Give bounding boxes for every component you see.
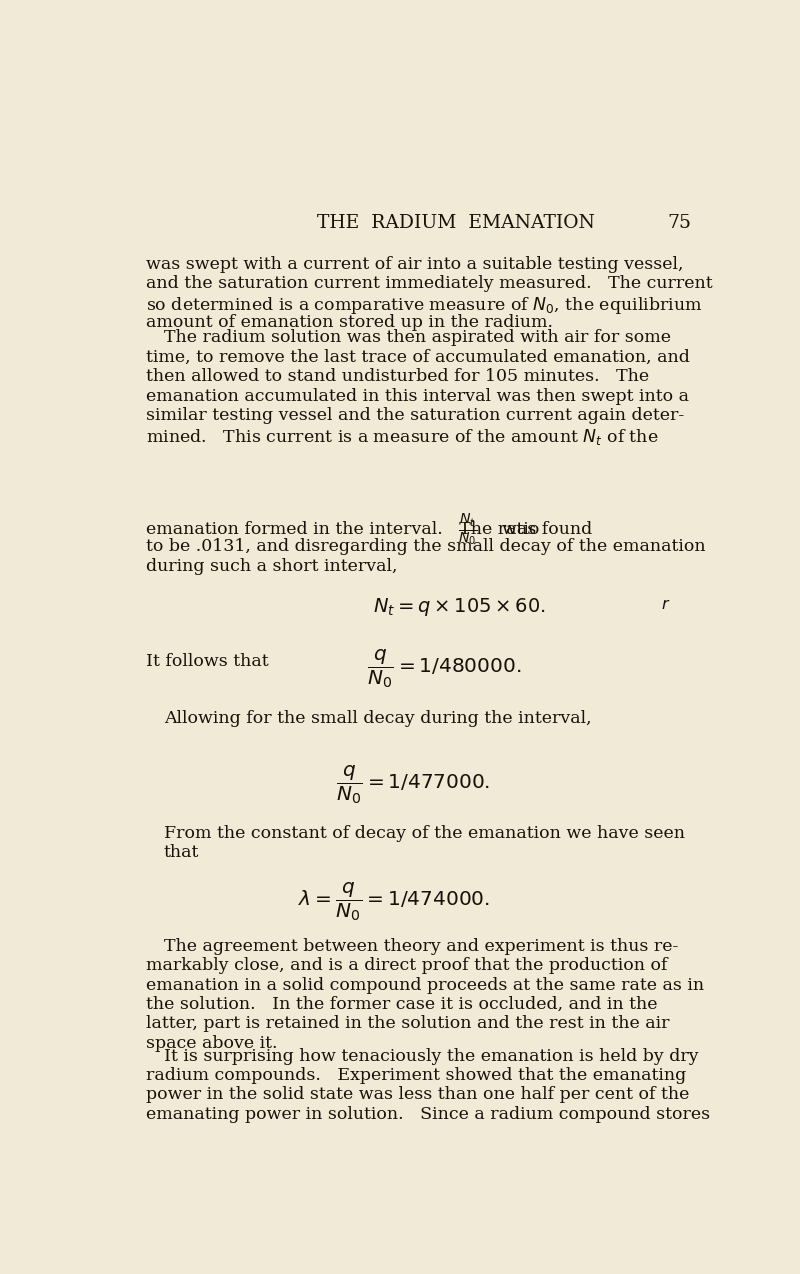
- Text: similar testing vessel and the saturation current again deter-: similar testing vessel and the saturatio…: [146, 408, 685, 424]
- Text: space above it.: space above it.: [146, 1034, 278, 1052]
- Text: during such a short interval,: during such a short interval,: [146, 558, 398, 575]
- Text: markably close, and is a direct proof that the production of: markably close, and is a direct proof th…: [146, 957, 668, 975]
- Text: $\dfrac{q}{N_0} = 1/477000.$: $\dfrac{q}{N_0} = 1/477000.$: [336, 763, 490, 805]
- Text: was found: was found: [502, 521, 592, 538]
- Text: emanation formed in the interval.   The ratio: emanation formed in the interval. The ra…: [146, 521, 540, 538]
- Text: that: that: [164, 845, 199, 861]
- Text: amount of emanation stored up in the radium.: amount of emanation stored up in the rad…: [146, 315, 554, 331]
- Text: and the saturation current immediately measured.   The current: and the saturation current immediately m…: [146, 275, 713, 292]
- Text: power in the solid state was less than one half per cent of the: power in the solid state was less than o…: [146, 1087, 690, 1103]
- Text: It is surprising how tenaciously the emanation is held by dry: It is surprising how tenaciously the ema…: [164, 1047, 698, 1065]
- Text: emanation in a solid compound proceeds at the same rate as in: emanation in a solid compound proceeds a…: [146, 976, 705, 994]
- Text: was swept with a current of air into a suitable testing vessel,: was swept with a current of air into a s…: [146, 256, 684, 273]
- Text: $\dfrac{q}{N_0} = 1/480000.$: $\dfrac{q}{N_0} = 1/480000.$: [366, 647, 521, 691]
- Text: latter, part is retained in the solution and the rest in the air: latter, part is retained in the solution…: [146, 1015, 670, 1032]
- Text: emanation accumulated in this interval was then swept into a: emanation accumulated in this interval w…: [146, 387, 690, 405]
- Text: radium compounds.   Experiment showed that the emanating: radium compounds. Experiment showed that…: [146, 1066, 686, 1084]
- Text: 75: 75: [667, 214, 691, 232]
- Text: The agreement between theory and experiment is thus re-: The agreement between theory and experim…: [164, 938, 678, 954]
- Text: $\frac{N_t}{N_0}$: $\frac{N_t}{N_0}$: [458, 512, 478, 547]
- Text: to be .0131, and disregarding the small decay of the emanation: to be .0131, and disregarding the small …: [146, 539, 706, 555]
- Text: so determined is a comparative measure of $N_0$, the equilibrium: so determined is a comparative measure o…: [146, 294, 703, 316]
- Text: emanating power in solution.   Since a radium compound stores: emanating power in solution. Since a rad…: [146, 1106, 710, 1122]
- Text: From the constant of decay of the emanation we have seen: From the constant of decay of the emanat…: [164, 824, 685, 842]
- Text: the solution.   In the former case it is occluded, and in the: the solution. In the former case it is o…: [146, 996, 658, 1013]
- Text: It follows that: It follows that: [146, 654, 269, 670]
- Text: $\lambda = \dfrac{q}{N_0} = 1/474000.$: $\lambda = \dfrac{q}{N_0} = 1/474000.$: [298, 880, 490, 924]
- Text: The radium solution was then aspirated with air for some: The radium solution was then aspirated w…: [164, 330, 671, 347]
- Text: mined.   This current is a measure of the amount $N_t$ of the: mined. This current is a measure of the …: [146, 427, 659, 447]
- Text: time, to remove the last trace of accumulated emanation, and: time, to remove the last trace of accumu…: [146, 349, 690, 366]
- Text: then allowed to stand undisturbed for 105 minutes.   The: then allowed to stand undisturbed for 10…: [146, 368, 650, 385]
- Text: $\mathit{r}$: $\mathit{r}$: [661, 596, 670, 613]
- Text: $N_t = q \times 105 \times 60.$: $N_t = q \times 105 \times 60.$: [373, 596, 546, 618]
- Text: THE  RADIUM  EMANATION: THE RADIUM EMANATION: [317, 214, 595, 232]
- Text: Allowing for the small decay during the interval,: Allowing for the small decay during the …: [164, 710, 591, 727]
